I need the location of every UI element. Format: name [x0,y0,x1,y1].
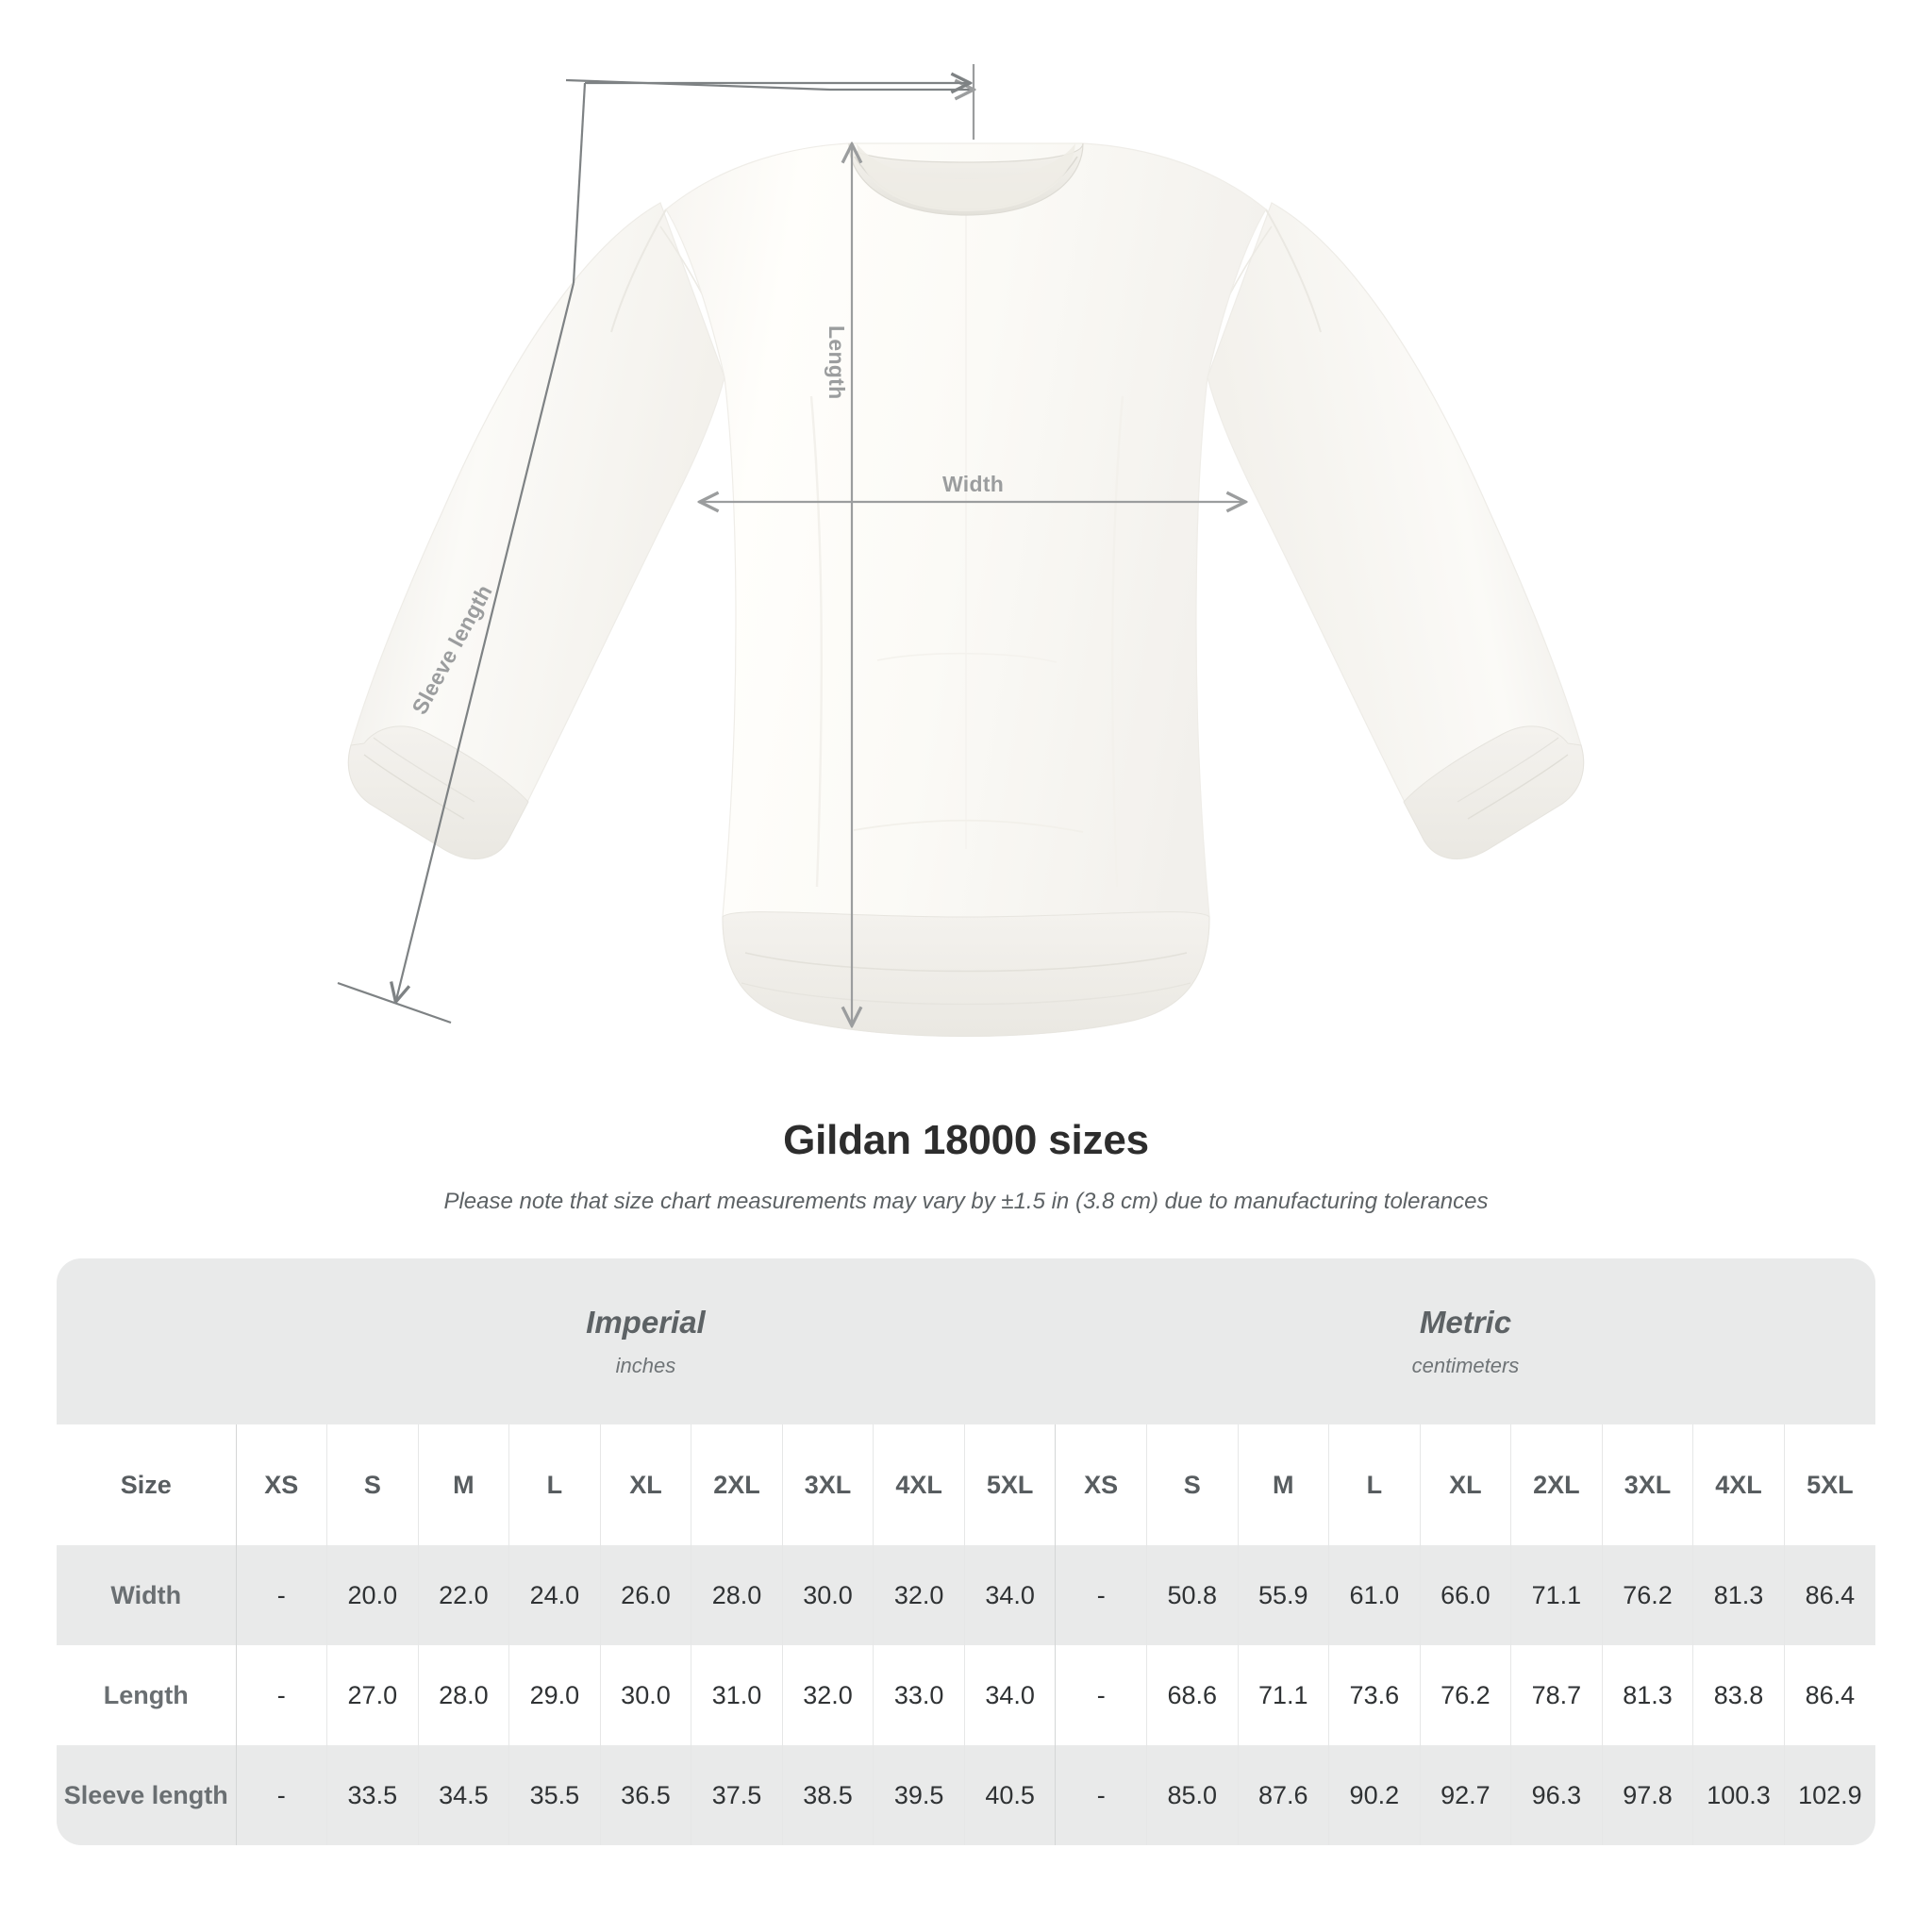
size-header-row: Size XS S M L XL 2XL 3XL 4XL 5XL XS S M L XL 2XL 3XL 4XL 5… [57,1424,1875,1545]
measurement-cell: - [1055,1645,1147,1745]
unit-group-name: Imperial [586,1305,706,1340]
size-column-header: 5XL [1783,1424,1875,1545]
measurement-cell: 32.0 [873,1545,965,1645]
measurement-cell: 76.2 [1419,1645,1511,1745]
size-column-header: XL [599,1424,691,1545]
measurement-cell: 40.5 [963,1745,1056,1845]
size-column-header: M [417,1424,509,1545]
measurement-cell: - [235,1745,327,1845]
measurement-row-label: Sleeve length [57,1745,236,1845]
measurement-cell: 30.0 [781,1545,874,1645]
tolerance-note: Please note that size chart measurements… [443,1189,1489,1214]
measurement-cell: 86.4 [1783,1545,1875,1645]
unit-system-band: Imperial inches Metric centimeters [57,1258,1875,1424]
unit-group-metric: Metric centimeters [1055,1258,1875,1424]
size-column-header: 2XL [1510,1424,1603,1545]
measurement-cell: 26.0 [599,1545,691,1645]
measurement-cell: 100.3 [1692,1745,1785,1845]
size-column-header: 5XL [963,1424,1056,1545]
measurement-cell: 28.0 [691,1545,783,1645]
size-column-header: 3XL [781,1424,874,1545]
size-column-header: L [1328,1424,1421,1545]
measurement-cell: 71.1 [1237,1645,1329,1745]
measurement-cell: 38.5 [781,1745,874,1845]
size-chart-table: Imperial inches Metric centimeters Size XS S M L… [57,1258,1875,1845]
size-column-header: XL [1419,1424,1511,1545]
measurement-cell: 31.0 [691,1645,783,1745]
measurement-cell: 33.5 [326,1745,419,1845]
measurement-cell: 50.8 [1145,1545,1239,1645]
measurement-cell: - [235,1545,327,1645]
table-row: Width -20.0 22.0 24.0 26.0 28.0 30.0 32.0 34.0-5… [57,1545,1875,1645]
measurement-cell: 68.6 [1145,1645,1239,1745]
table-row: Sleeve length -33.5 34.5 35.5 36.5 37.5 38.5 39… [57,1745,1875,1845]
measurement-cell: 35.5 [508,1745,601,1845]
measurement-cell: 55.9 [1237,1545,1329,1645]
measurement-cell: 27.0 [326,1645,419,1745]
width-measurement-label: Width [942,472,1005,496]
measurement-cell: 61.0 [1328,1545,1421,1645]
unit-group-name: Metric [1419,1305,1512,1340]
measurement-cell: 39.5 [873,1745,965,1845]
measurement-cell: 87.6 [1237,1745,1329,1845]
sweatshirt-illustration [337,64,1585,1038]
size-column-header: 4XL [873,1424,965,1545]
measurement-cell: 29.0 [508,1645,601,1745]
measurement-cell: 102.9 [1783,1745,1875,1845]
title-block: Gildan 18000 sizes Please note that size… [0,1117,1932,1215]
unit-group-subtitle: centimeters [1411,1354,1520,1377]
measurement-cell: 66.0 [1419,1545,1511,1645]
unit-group-imperial: Imperial inches [236,1258,1056,1424]
measurement-row-label: Length [57,1645,236,1745]
size-column-header: M [1237,1424,1329,1545]
measurement-cell: 83.8 [1692,1645,1785,1745]
size-header-label: Size [57,1424,236,1545]
measurement-cell: 92.7 [1419,1745,1511,1845]
measurement-cell: 30.0 [599,1645,691,1745]
measurement-cell: 96.3 [1510,1745,1603,1845]
unit-group-subtitle: inches [615,1354,676,1377]
size-column-header: L [508,1424,601,1545]
table-row: Length -27.0 28.0 29.0 30.0 31.0 32.0 33.0 34.0-… [57,1645,1875,1745]
measurement-cell: - [235,1645,327,1745]
measurement-cell: 20.0 [326,1545,419,1645]
measurement-cell: 36.5 [599,1745,691,1845]
measurement-cell: 71.1 [1510,1545,1603,1645]
unit-band-spacer [57,1258,236,1424]
size-table-wrapper: Imperial inches Metric centimeters Size XS S M L… [57,1258,1875,1845]
measurement-cell: 28.0 [417,1645,509,1745]
measurement-cell: 86.4 [1783,1645,1875,1745]
measurement-cell: 78.7 [1510,1645,1603,1745]
measurement-cell: 37.5 [691,1745,783,1845]
size-column-header: S [326,1424,419,1545]
size-column-header: 3XL [1601,1424,1693,1545]
measurement-row-label: Width [57,1545,236,1645]
measurement-cell: 97.8 [1601,1745,1693,1845]
measurement-cell: 22.0 [417,1545,509,1645]
size-column-header: 2XL [691,1424,783,1545]
measurement-cell: 34.0 [963,1645,1056,1745]
length-measurement-label: Length [824,325,849,400]
measurement-cell: 33.0 [873,1645,965,1745]
measurement-cell: 73.6 [1328,1645,1421,1745]
measurement-cell: 85.0 [1145,1745,1239,1845]
measurement-cell: - [1055,1745,1147,1845]
size-column-header: XS [235,1424,327,1545]
measurement-cell: 81.3 [1692,1545,1785,1645]
measurement-cell: 81.3 [1601,1645,1693,1745]
measurement-cell: 34.0 [963,1545,1056,1645]
size-column-header: 4XL [1692,1424,1785,1545]
size-column-header: XS [1055,1424,1147,1545]
measurement-cell: - [1055,1545,1147,1645]
garment-diagram: Width Length Sleeve length [337,64,1585,1038]
size-column-header: S [1145,1424,1239,1545]
measurement-cell: 34.5 [417,1745,509,1845]
measurement-cell: 24.0 [508,1545,601,1645]
measurement-cell: 32.0 [781,1645,874,1745]
measurement-cell: 76.2 [1601,1545,1693,1645]
measurement-cell: 90.2 [1328,1745,1421,1845]
page-title: Gildan 18000 sizes [783,1117,1149,1163]
